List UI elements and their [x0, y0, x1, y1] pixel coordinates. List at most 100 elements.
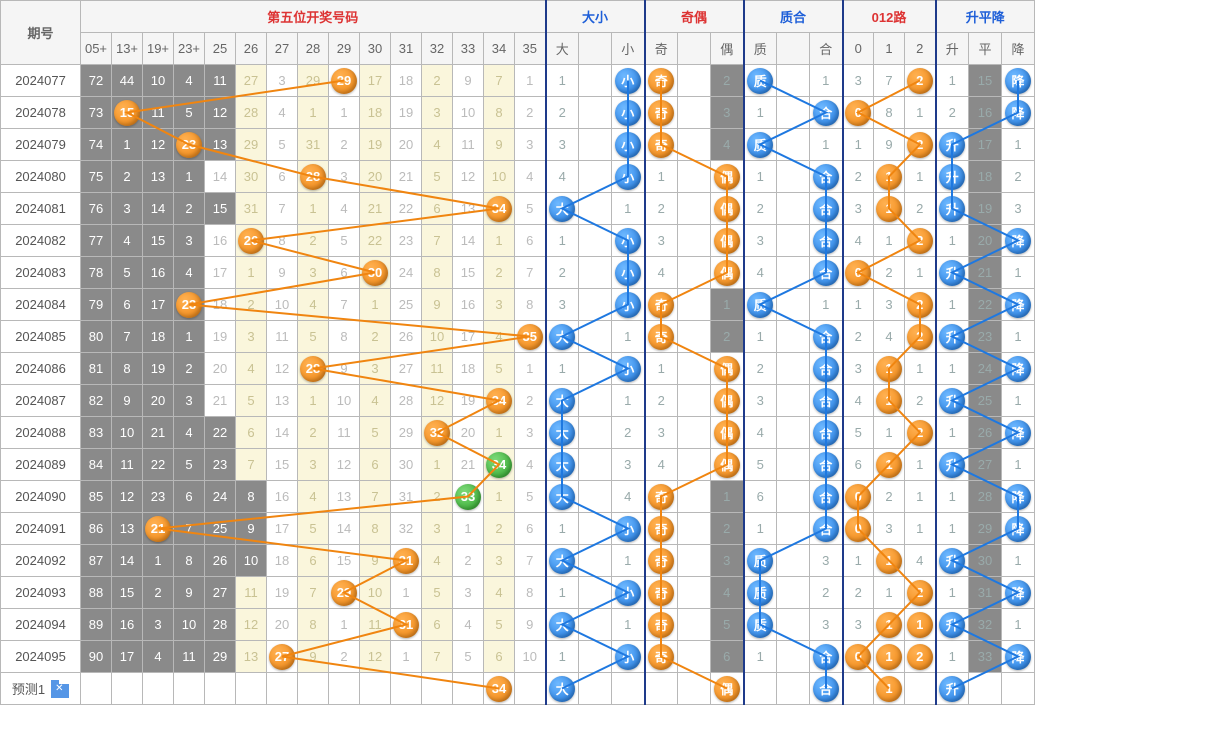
col-group-012: 012路 [843, 1, 936, 33]
r012-cell: 1 [874, 641, 905, 673]
miss-cell: 6 [757, 489, 764, 504]
period-cell: 2024093 [1, 577, 81, 609]
num-cell: 1 [515, 65, 546, 97]
num-cell: 3 [329, 161, 360, 193]
num-cell: 11 [236, 577, 267, 609]
num-cell: 1 [174, 161, 205, 193]
r012-cell: 5 [843, 417, 874, 449]
zh-cell [777, 481, 810, 513]
miss-cell: 1 [1014, 137, 1021, 152]
num-cell: 6 [267, 161, 298, 193]
miss-cell: 1 [559, 73, 566, 88]
spj-cell: 3 [1002, 193, 1035, 225]
num-cell: 1 [247, 265, 254, 280]
num-cell: 23 [174, 129, 205, 161]
col-zh-2: 合 [810, 33, 843, 65]
miss-cell: 3 [723, 105, 730, 120]
dx-cell [579, 513, 612, 545]
ball-大: 大 [549, 548, 575, 574]
dx-cell [579, 321, 612, 353]
num-cell: 6 [515, 513, 546, 545]
zh-cell: 4 [744, 257, 777, 289]
miss-cell: 1 [822, 297, 829, 312]
jo-cell: 6 [711, 641, 744, 673]
miss-cell: 1 [949, 649, 956, 664]
jo-cell: 偶 [711, 449, 744, 481]
num-cell: 17 [112, 641, 143, 673]
ball-0: 0 [845, 516, 871, 542]
folder-icon[interactable] [51, 684, 69, 698]
ball-1: 1 [876, 196, 902, 222]
num-cell: 4 [174, 65, 205, 97]
miss-cell: 1 [1014, 393, 1021, 408]
ball-0: 0 [845, 260, 871, 286]
num-cell: 7 [360, 481, 391, 513]
miss-cell: 1 [723, 297, 730, 312]
num-cell: 19 [368, 137, 382, 152]
r012-cell: 1 [905, 257, 936, 289]
num-cell: 22 [143, 449, 174, 481]
ball-小: 小 [615, 228, 641, 254]
num-cell: 5 [433, 585, 440, 600]
jo-cell: 4 [645, 449, 678, 481]
jo-cell: 3 [711, 97, 744, 129]
zh-cell: 5 [744, 449, 777, 481]
pred-jo-cell [645, 673, 678, 705]
miss-cell: 1 [624, 553, 631, 568]
miss-cell: 2 [658, 393, 665, 408]
num-cell: 4 [340, 201, 347, 216]
ball-1: 1 [876, 164, 902, 190]
num-cell: 14 [205, 161, 236, 193]
num-cell: 3 [123, 201, 130, 216]
num-cell: 3 [433, 521, 440, 536]
num-cell: 2 [433, 489, 440, 504]
spj-cell: 30 [969, 545, 1002, 577]
num-cell: 2 [309, 425, 316, 440]
num-cell: 3 [112, 193, 143, 225]
num-cell: 12 [430, 393, 444, 408]
miss-cell: 1 [949, 361, 956, 376]
jo-cell: 2 [711, 321, 744, 353]
miss-cell: 1 [559, 649, 566, 664]
miss-cell: 20 [978, 233, 992, 248]
num-cell: 22 [399, 201, 413, 216]
miss-cell: 3 [757, 233, 764, 248]
jo-cell: 奇 [645, 545, 678, 577]
dx-cell: 1 [612, 609, 645, 641]
jo-cell: 奇 [645, 641, 678, 673]
num-cell: 6 [526, 233, 533, 248]
ball-大: 大 [549, 612, 575, 638]
jo-cell: 偶 [711, 385, 744, 417]
dx-cell: 小 [612, 65, 645, 97]
ball-2: 2 [907, 580, 933, 606]
jo-cell: 奇 [645, 609, 678, 641]
zh-cell [777, 193, 810, 225]
prediction-label[interactable]: 预测1 [1, 673, 81, 705]
num-cell: 19 [275, 585, 289, 600]
num-cell: 26 [399, 329, 413, 344]
num-cell: 34 [484, 449, 515, 481]
num-cell: 13 [329, 481, 360, 513]
num-cell: 4 [236, 353, 267, 385]
num-cell: 7 [123, 329, 130, 344]
num-cell: 27 [399, 361, 413, 376]
num-cell: 19 [453, 385, 484, 417]
num-cell: 7 [174, 513, 205, 545]
r012-cell: 1 [874, 161, 905, 193]
spj-cell: 1 [1002, 129, 1035, 161]
miss-cell: 2 [559, 105, 566, 120]
num-cell: 1 [526, 73, 533, 88]
num-cell: 12 [337, 457, 351, 472]
r012-cell: 2 [905, 225, 936, 257]
zh-cell [777, 513, 810, 545]
num-cell: 10 [368, 585, 382, 600]
num-cell: 31 [399, 489, 413, 504]
miss-cell: 4 [723, 137, 730, 152]
col-zh-0: 质 [744, 33, 777, 65]
miss-cell: 1 [949, 489, 956, 504]
spj-cell: 19 [969, 193, 1002, 225]
ball-升: 升 [939, 196, 965, 222]
dx-cell [579, 609, 612, 641]
ball-合: 合 [813, 676, 839, 702]
num-cell: 2 [453, 545, 484, 577]
